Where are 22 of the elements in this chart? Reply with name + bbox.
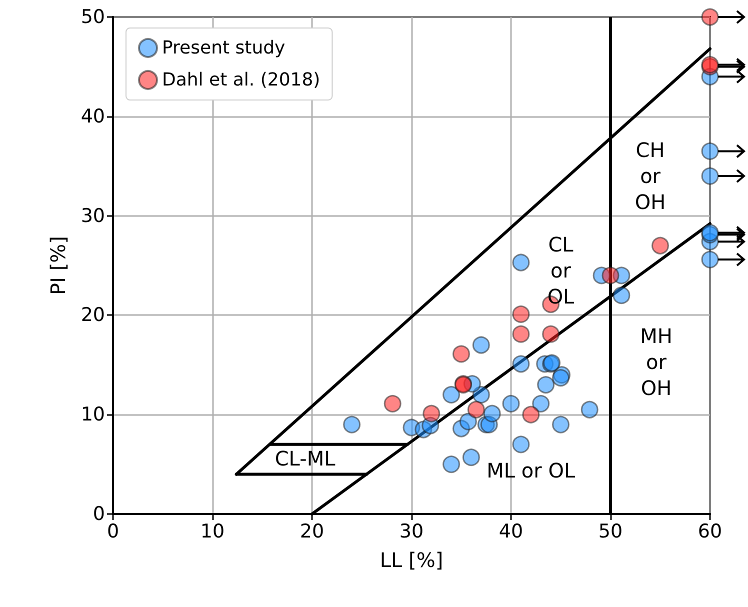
y-tick-label: 20 bbox=[80, 304, 105, 326]
annotation: ML or OL bbox=[486, 458, 576, 482]
x-tick-label: 20 bbox=[300, 520, 324, 542]
annotation: CH or OH bbox=[634, 138, 666, 214]
y-tick-label: 40 bbox=[80, 105, 105, 128]
y-axis-title: PI [%] bbox=[46, 236, 70, 295]
x-tick-label: 60 bbox=[698, 520, 722, 542]
x-tick-label: 0 bbox=[106, 520, 120, 542]
annotation: CL-ML bbox=[274, 446, 336, 470]
y-tick-label: 50 bbox=[80, 6, 105, 28]
y-tick-label: 10 bbox=[80, 404, 105, 426]
legend-label: Dahl et al. (2018) bbox=[162, 70, 320, 90]
legend-label: Present study bbox=[162, 38, 286, 58]
x-tick-label: 30 bbox=[399, 520, 424, 542]
x-tick-label: 40 bbox=[498, 520, 524, 542]
x-tick-label: 50 bbox=[598, 520, 623, 542]
annotation: MH or OH bbox=[640, 324, 672, 400]
y-tick-label: 0 bbox=[92, 503, 105, 525]
x-axis-title: LL [%] bbox=[380, 548, 444, 572]
y-tick-label: 30 bbox=[80, 204, 105, 227]
annotation: CL or OL bbox=[547, 232, 576, 308]
x-tick-label: 10 bbox=[200, 520, 225, 542]
